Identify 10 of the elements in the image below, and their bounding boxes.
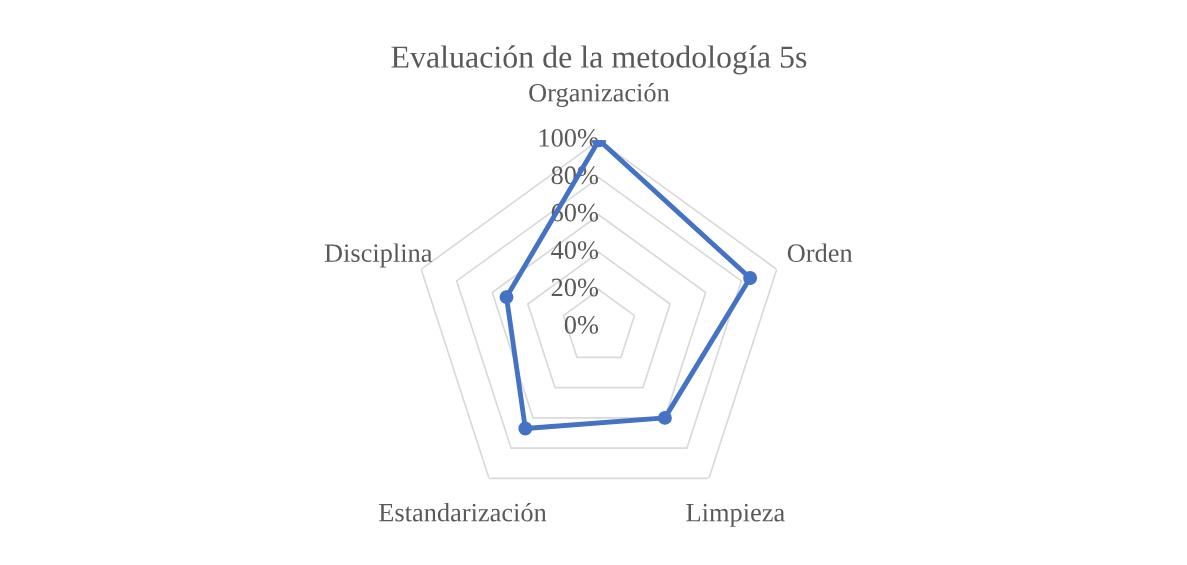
spoke-label: Organización [529, 83, 670, 108]
y-tick-label: 100% [539, 128, 599, 147]
spoke-label: Disciplina [324, 243, 433, 268]
chart-title: Evaluación de la metodología 5s [391, 45, 807, 75]
y-tick-label: 20% [551, 278, 599, 297]
spoke-label: Orden [787, 243, 853, 263]
spoke-label: Limpieza [686, 503, 785, 527]
spoke-label: Estandarización [379, 502, 547, 522]
y-tick-label: 40% [551, 241, 599, 260]
y-tick-label: 0% [564, 315, 599, 334]
